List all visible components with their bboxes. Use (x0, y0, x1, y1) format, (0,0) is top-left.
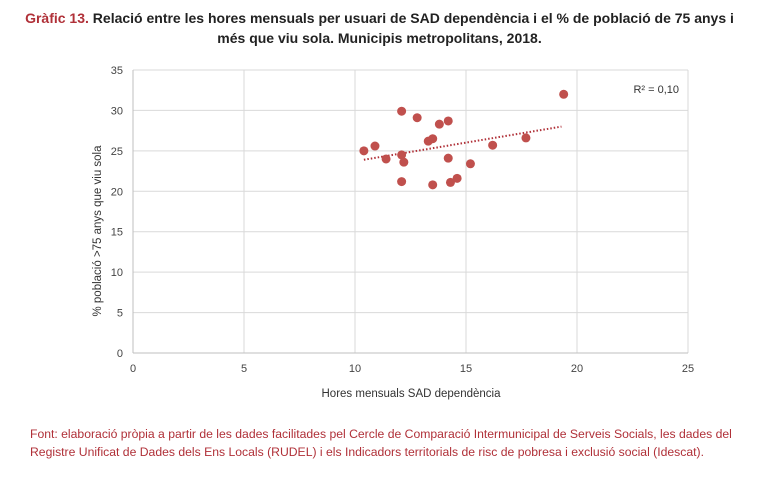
x-tick-label: 20 (571, 363, 583, 375)
data-point (397, 150, 407, 160)
y-axis-label: % població >75 anys que viu sola (92, 145, 104, 317)
x-tick-label: 25 (682, 363, 694, 375)
chart-title-text: Relació entre les hores mensuals per usu… (92, 10, 734, 46)
data-points (359, 89, 569, 190)
y-tick-label: 0 (117, 348, 123, 360)
source-note: Font: elaboració pròpia a partir de les … (30, 427, 732, 459)
data-point (359, 146, 369, 156)
y-tick-label: 10 (111, 267, 123, 279)
chart-title: Gràfic 13. Relació entre les hores mensu… (10, 8, 749, 48)
y-tick-label: 15 (111, 227, 123, 239)
data-point (428, 180, 438, 190)
x-tick-labels: 0 5 10 15 20 25 (130, 363, 694, 375)
data-point (397, 106, 407, 116)
data-point (397, 177, 407, 187)
y-tick-label: 30 (111, 105, 123, 117)
grid-lines (133, 69, 689, 353)
data-point (443, 153, 453, 163)
data-point (465, 159, 475, 169)
data-point (381, 154, 391, 164)
data-point (521, 133, 531, 143)
data-point (399, 157, 409, 167)
y-tick-label: 20 (111, 186, 123, 198)
trendline-group (363, 125, 562, 161)
data-point (412, 113, 422, 123)
x-tick-label: 0 (130, 363, 136, 375)
data-point (370, 141, 380, 151)
data-point (434, 119, 444, 129)
trendline (363, 125, 562, 161)
data-point (445, 177, 455, 187)
data-point (452, 173, 462, 183)
r-squared-annotation: R² = 0,10 (633, 84, 679, 96)
x-axis-label: Hores mensuals SAD dependència (322, 388, 502, 400)
x-tick-label: 5 (241, 363, 247, 375)
y-tick-labels: 0 5 10 15 20 25 30 35 (111, 65, 123, 360)
y-tick-label: 35 (111, 65, 123, 77)
x-tick-label: 10 (349, 363, 361, 375)
data-point (488, 140, 498, 150)
y-tick-label: 25 (111, 146, 123, 158)
data-point (428, 134, 438, 144)
axes (132, 70, 688, 354)
x-tick-label: 15 (460, 363, 472, 375)
y-tick-label: 5 (117, 308, 123, 320)
data-point (443, 116, 453, 126)
chart-number-label: Gràfic 13. (25, 10, 89, 26)
scatter-chart: 0 5 10 15 20 25 0 5 10 15 20 25 30 35 Hores mensuals… (92, 65, 694, 400)
data-point (559, 89, 569, 99)
